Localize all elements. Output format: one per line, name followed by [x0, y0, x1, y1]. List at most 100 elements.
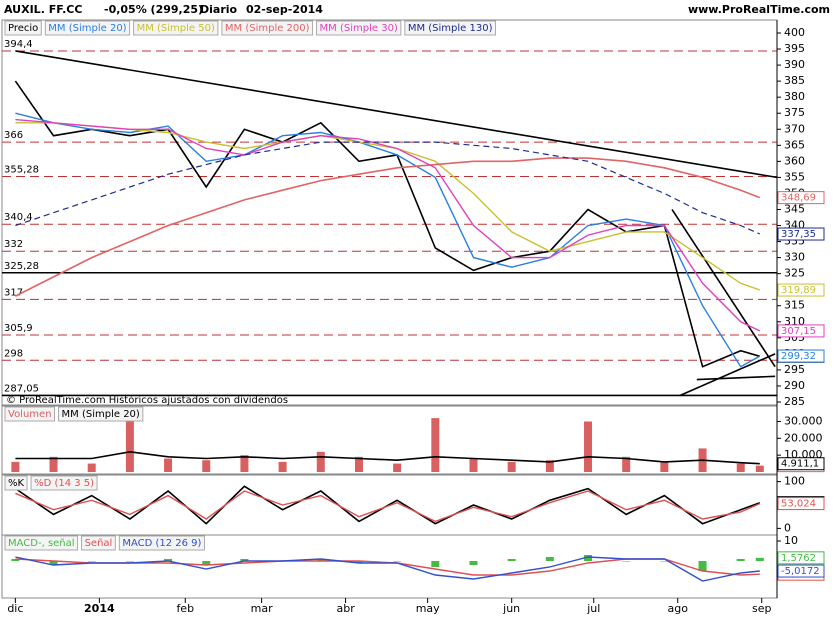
x-tick-label: dic	[7, 602, 23, 615]
change: -0,05% (299,25)	[104, 3, 203, 16]
legend-box	[30, 475, 98, 491]
level-label: 366	[4, 130, 23, 141]
y-tick-label: 20.000	[784, 431, 823, 444]
bar	[202, 561, 211, 565]
bar	[49, 561, 58, 565]
bar	[11, 559, 20, 561]
value-label: 1,5762	[781, 553, 816, 564]
legend-box	[316, 20, 402, 36]
bar	[240, 559, 249, 561]
bar	[125, 561, 134, 562]
source: www.ProRealTime.com	[688, 3, 830, 16]
bar	[202, 460, 211, 472]
value-label-box	[777, 349, 825, 363]
legend-box	[4, 20, 42, 36]
y-tick-label: 375	[784, 106, 805, 119]
value-label: 337,35	[781, 229, 816, 240]
y-tick-label: 325	[784, 267, 805, 280]
legend-box	[58, 406, 144, 422]
x-tick-label: jun	[502, 602, 520, 615]
legend-entry: Señal	[85, 538, 113, 549]
legend-entry: %D (14 3 5)	[34, 478, 94, 489]
series-line	[15, 450, 760, 465]
legend-entry: MM (Simple 20)	[62, 409, 140, 420]
value-label-box	[777, 283, 825, 297]
bar	[736, 559, 745, 561]
legend-box	[404, 20, 496, 36]
y-tick-label: 290	[784, 379, 805, 392]
y-tick-label: 0	[784, 521, 791, 534]
value-label-box	[777, 551, 825, 565]
level-label: 332	[4, 239, 23, 250]
y-tick-label: 365	[784, 138, 805, 151]
legend-entry: MM (Simple 50)	[137, 23, 215, 34]
value-label-box	[777, 227, 825, 241]
legend-box	[4, 406, 56, 422]
value-label-box	[777, 457, 825, 471]
bar	[125, 421, 134, 472]
value-label-box	[777, 564, 825, 578]
legend-entry: Precio	[8, 23, 38, 34]
value-label: 299,32	[781, 351, 816, 362]
legend-box	[118, 535, 205, 551]
y-tick-label: 370	[784, 122, 805, 135]
value-label-box	[777, 191, 825, 205]
series-line	[15, 141, 761, 235]
series-line	[15, 118, 761, 332]
legend-entry: MM (Simple 30)	[320, 23, 398, 34]
bar	[584, 421, 593, 472]
y-tick-label: 315	[784, 299, 805, 312]
legend-entry: MACD (12 26 9)	[122, 538, 201, 549]
level-label: 317	[4, 287, 23, 298]
value-label-box	[777, 497, 825, 511]
bar	[316, 451, 325, 472]
legend-entry: MM (Simple 200)	[225, 23, 310, 34]
series-line	[15, 556, 760, 582]
legend-box	[133, 20, 219, 36]
bar	[393, 463, 402, 472]
bar	[545, 460, 554, 472]
bar	[755, 557, 764, 561]
chart-title: AUXIL. FF.CC	[4, 3, 82, 16]
level-label: 287,05	[4, 383, 39, 394]
bar	[431, 561, 440, 567]
level-label: 298	[4, 348, 23, 359]
legend-entry: MM (Simple 20)	[48, 23, 126, 34]
bar	[469, 561, 478, 565]
note: © ProRealTime.com Históricos ajustados c…	[6, 394, 288, 406]
trendline	[671, 209, 776, 368]
bar	[164, 458, 173, 472]
series-line	[14, 485, 761, 525]
y-tick-label: 385	[784, 74, 805, 87]
y-tick-label: 355	[784, 170, 805, 183]
bar	[545, 557, 554, 561]
legend-entry: MM (Simple 130)	[408, 23, 493, 34]
value-label: 348,69	[781, 193, 816, 204]
legend-entry: MACD-, señal	[8, 538, 75, 549]
x-tick-label: may	[416, 602, 440, 615]
value-label-box	[777, 324, 825, 338]
series-line	[15, 490, 761, 523]
level-label: 325,28	[4, 261, 39, 272]
bar	[660, 561, 669, 562]
bar	[49, 456, 58, 472]
x-tick-label: ago	[668, 602, 689, 615]
legend-box	[4, 535, 79, 551]
level-label: 355,28	[4, 164, 39, 175]
y-tick-label: 330	[784, 251, 805, 264]
level-label: 305,9	[4, 323, 33, 334]
bar	[507, 559, 516, 561]
bar	[164, 559, 173, 561]
bar	[431, 418, 440, 472]
series-line	[15, 157, 761, 297]
bar	[755, 465, 764, 472]
period: Diario	[200, 3, 238, 16]
x-tick-label: mar	[251, 602, 273, 615]
x-tick-label: abr	[336, 602, 355, 615]
value-label: -5,0172	[781, 566, 820, 577]
y-tick-label: 100	[784, 475, 805, 488]
bar	[736, 463, 745, 472]
level-label: 394,4	[4, 39, 33, 50]
